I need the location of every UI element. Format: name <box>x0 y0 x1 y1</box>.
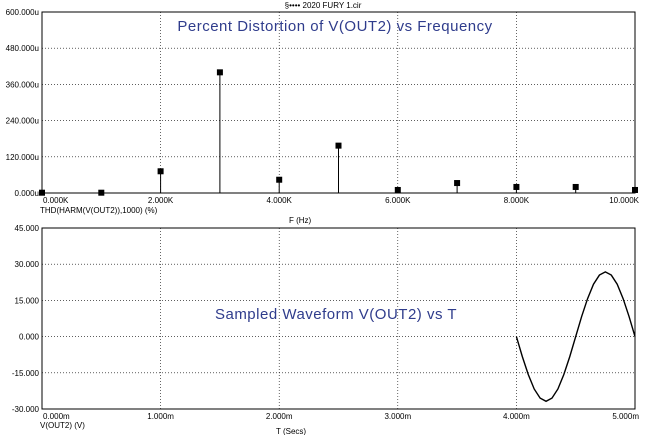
x-tick-label: 2.000m <box>266 412 293 421</box>
y-tick-label: 240.000u <box>6 117 39 126</box>
x-tick-label: 5.000m <box>612 412 639 421</box>
distortion-y-label: THD(HARM(V(OUT2)),1000) (%) <box>40 206 158 215</box>
harmonic-point <box>572 183 579 190</box>
y-tick-label: 480.000u <box>6 44 39 53</box>
waveform-chart-title: Sampled Waveform V(OUT2) vs T <box>215 306 457 323</box>
x-tick-label: 10.000K <box>609 196 639 205</box>
x-tick-label: 6.000K <box>385 196 411 205</box>
y-tick-label: -15.000 <box>12 369 40 378</box>
x-tick-label: 0.000m <box>43 412 70 421</box>
harmonic-point <box>98 189 105 196</box>
y-tick-label: 600.000u <box>6 8 39 17</box>
harmonic-point <box>157 168 164 175</box>
y-tick-label: 15.000 <box>15 296 40 305</box>
harmonic-point <box>632 186 638 193</box>
waveform-chart: -30.000 -15.000 0.000 15.000 30.000 45.000 0.… <box>12 224 639 436</box>
waveform-grid <box>42 228 635 409</box>
y-tick-label: 0.000 <box>19 333 40 342</box>
x-tick-label: 2.000K <box>148 196 174 205</box>
x-tick-label: 8.000K <box>504 196 530 205</box>
harmonic-point <box>513 183 520 190</box>
x-tick-label: 0.000K <box>43 196 69 205</box>
y-tick-label: 0.000u <box>15 189 39 198</box>
harmonic-point <box>394 186 401 193</box>
harmonic-point <box>216 69 223 76</box>
waveform-plot-frame <box>41 227 636 410</box>
waveform-x-label: T (Secs) <box>276 427 306 435</box>
y-tick-label: 45.000 <box>15 224 40 233</box>
x-tick-label: 4.000m <box>503 412 530 421</box>
waveform-y-tick-labels: -30.000 -15.000 0.000 15.000 30.000 45.000 <box>12 224 40 414</box>
distortion-harmonic-bars <box>39 69 638 196</box>
x-tick-label: 4.000K <box>267 196 293 205</box>
harmonic-point <box>39 189 45 196</box>
harmonic-point <box>335 142 342 149</box>
harmonic-point <box>276 176 283 183</box>
voltage-waveform-line <box>515 271 636 403</box>
y-tick-label: 360.000u <box>6 80 39 89</box>
waveform-series <box>515 271 636 403</box>
distortion-chart-title: Percent Distortion of V(OUT2) vs Frequen… <box>177 18 492 35</box>
distortion-x-tick-labels: 0.000K 2.000K 4.000K 6.000K 8.000K 10.000K <box>43 196 640 205</box>
y-tick-label: 120.000u <box>6 153 39 162</box>
x-tick-label: 3.000m <box>384 412 411 421</box>
waveform-x-tick-labels: 0.000m 1.000m 2.000m 3.000m 4.000m 5.000m <box>43 412 639 421</box>
distortion-chart: 0.000u 120.000u 240.000u 360.000u 480.000u 60… <box>6 8 640 225</box>
waveform-y-label: V(OUT2) (V) <box>40 421 85 430</box>
distortion-x-label: F (Hz) <box>289 216 312 225</box>
window-title: §•••• 2020 FURY 1.cir <box>285 1 362 10</box>
distortion-grid <box>42 12 635 193</box>
harmonic-point <box>454 180 461 187</box>
y-tick-label: 30.000 <box>15 260 40 269</box>
y-tick-label: -30.000 <box>12 405 40 414</box>
distortion-y-tick-labels: 0.000u 120.000u 240.000u 360.000u 480.000u 60… <box>6 8 39 198</box>
x-tick-label: 1.000m <box>147 412 174 421</box>
